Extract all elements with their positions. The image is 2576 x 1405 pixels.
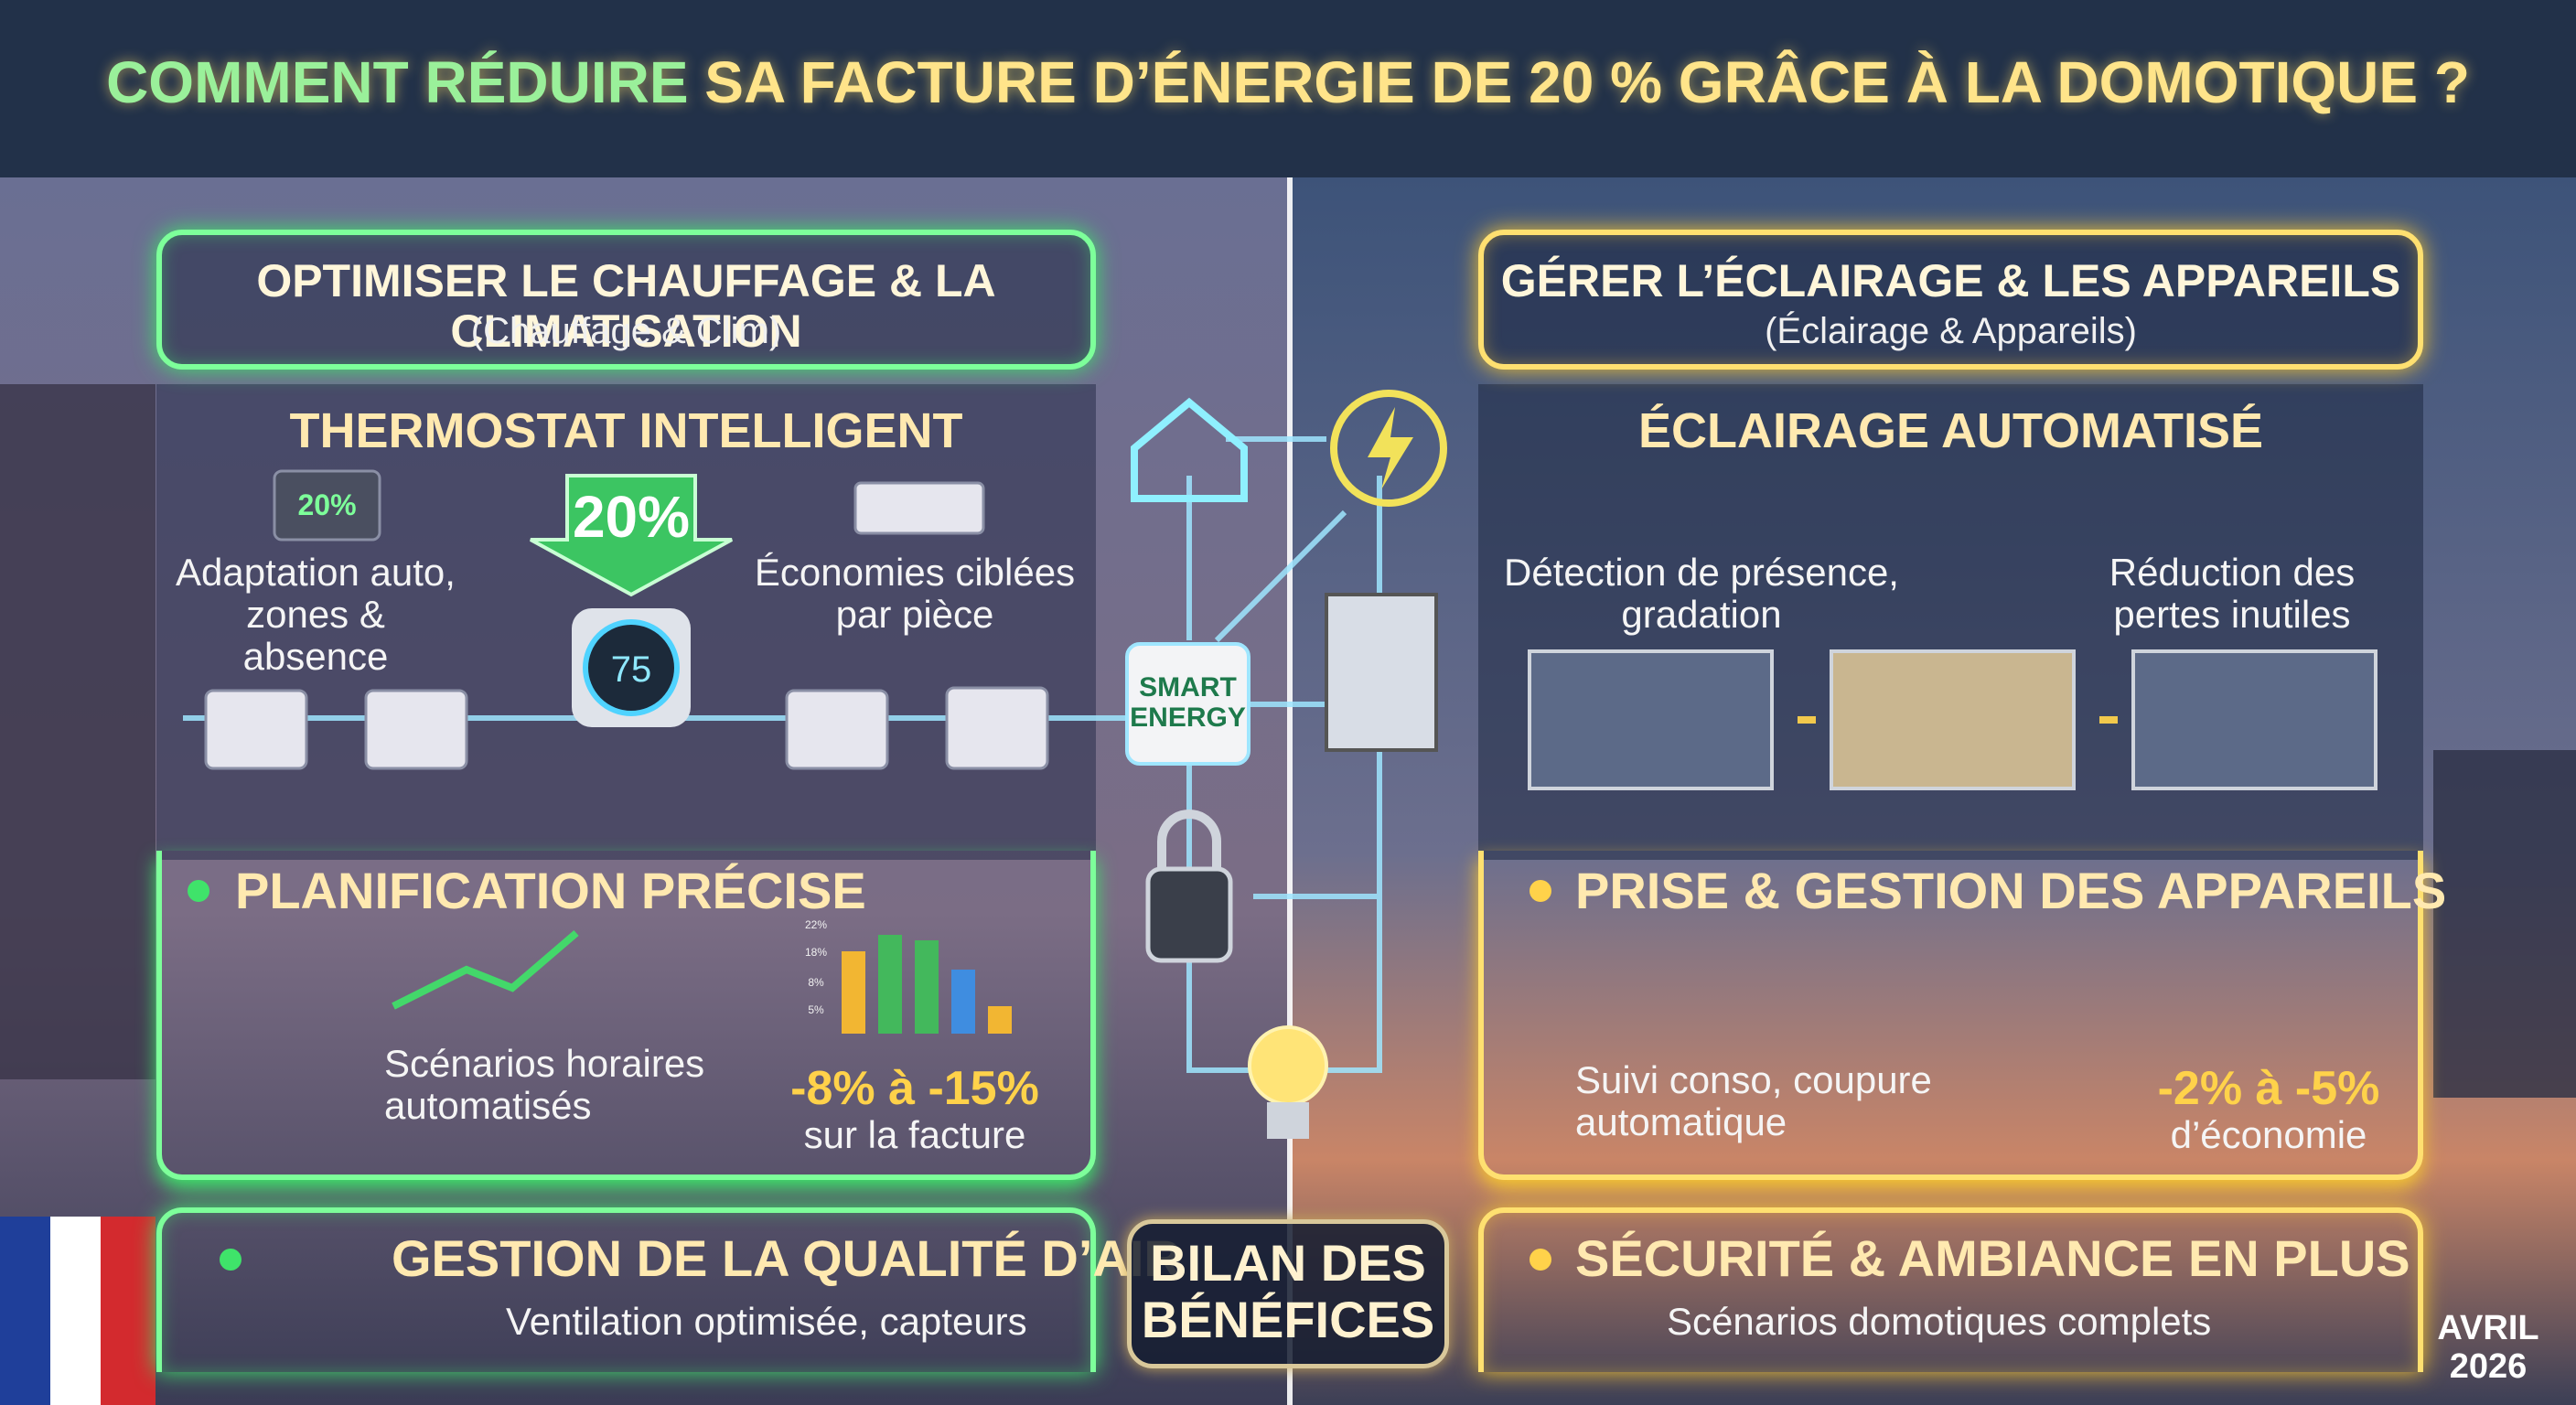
planning-saving-caption: sur la facture (803, 1113, 1026, 1156)
summary-box (1127, 1219, 1449, 1368)
thermostat-badge: 20% (572, 484, 691, 550)
hub-label: SMART ENERGY (1130, 672, 1246, 733)
right-header-subtitle: (Éclairage & Appareils) (1765, 311, 2137, 351)
thermostat-title: THERMOSTAT INTELLIGENT (289, 403, 963, 458)
right-header-box (1478, 230, 2423, 370)
security-caption: Scénarios domotiques complets (1667, 1300, 2212, 1343)
security-box (1478, 1207, 2423, 1372)
bullet (1530, 1249, 1551, 1271)
left-header-box (156, 230, 1096, 370)
planning-caption: Scénarios horaires automatisés (384, 1042, 705, 1128)
planning-saving: -8% à -15% (790, 1062, 1039, 1115)
left-header-title: OPTIMISER LE CHAUFFAGE & LA CLIMATISATIO… (256, 255, 996, 357)
thermostat-left-caption: Adaptation auto, zones & absence (176, 551, 456, 679)
air-title: GESTION DE LA QUALITÉ D’AIR (392, 1229, 1181, 1287)
lighting-left-caption: Détection de présence, gradation (1504, 551, 1899, 637)
planning-title: PLANIFICATION PRÉCISE (235, 862, 866, 919)
appliances-box (1478, 851, 2423, 1180)
air-box (156, 1207, 1096, 1372)
lighting-right-caption: Réduction des pertes inutiles (2109, 551, 2356, 637)
bullet (1530, 880, 1551, 902)
date: AVRIL 2026 (2437, 1309, 2539, 1386)
lighting-title: ÉCLAIRAGE AUTOMATISÉ (1637, 403, 2263, 458)
title: COMMENT RÉDUIRE SA FACTURE D’ÉNERGIE DE … (0, 50, 2576, 114)
planning-box (156, 851, 1096, 1180)
thermostat-display: 20% (297, 488, 357, 521)
chart-tick: 8% (808, 976, 824, 989)
chart-tick: 22% (804, 918, 828, 931)
bullet (220, 1249, 242, 1271)
air-caption: Ventilation optimisée, capteurs (506, 1300, 1027, 1343)
thermostat-right-caption: Économies ciblées par pièce (754, 551, 1076, 637)
left-header-subtitle: (Chauffage & Clim) (470, 311, 782, 351)
security-title: SÉCURITÉ & AMBIANCE EN PLUS (1575, 1229, 2410, 1287)
title-part1: COMMENT RÉDUIRE (106, 49, 689, 115)
summary-label: BILAN DES BÉNÉFICES (1141, 1234, 1435, 1348)
right-header-title: GÉRER L’ÉCLAIRAGE & LES APPAREILS (1500, 255, 2401, 306)
thermostat-dial: 75 (610, 649, 652, 690)
appliances-saving-caption: d’économie (2170, 1113, 2367, 1156)
title-part2: SA FACTURE D’ÉNERGIE DE 20 % GRÂCE À LA … (704, 49, 2470, 115)
appliances-title: PRISE & GESTION DES APPAREILS (1575, 862, 2447, 919)
bullet (188, 880, 209, 902)
appliances-saving: -2% à -5% (2157, 1062, 2380, 1115)
chart-tick: 18% (804, 946, 828, 959)
chart-tick: 5% (808, 1003, 824, 1016)
appliances-caption: Suivi conso, coupure automatique (1575, 1058, 1932, 1144)
